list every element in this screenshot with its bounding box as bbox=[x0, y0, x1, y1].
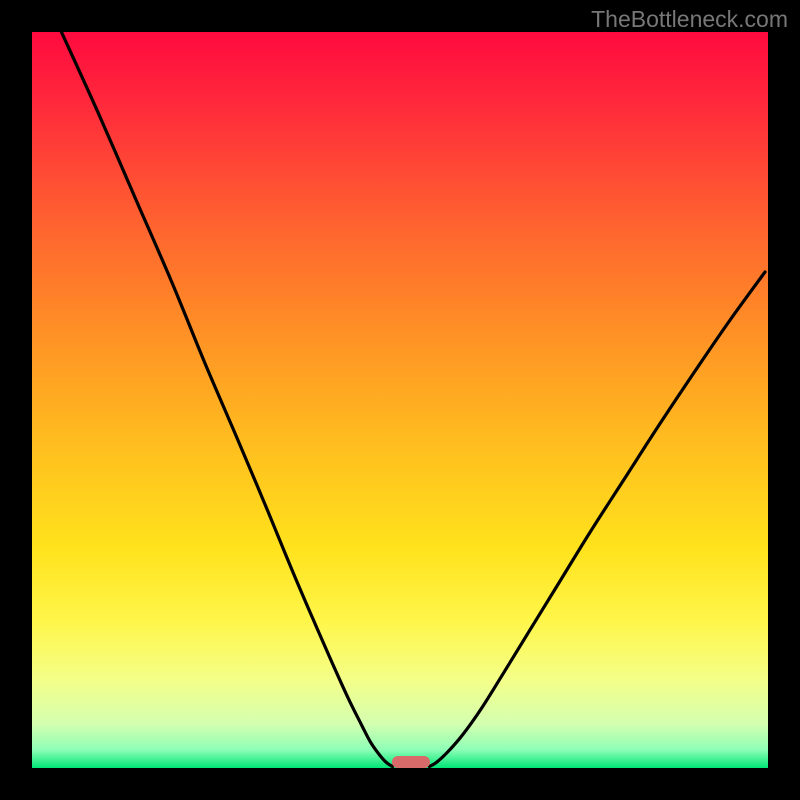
chart-background bbox=[32, 32, 768, 768]
optimum-marker bbox=[392, 756, 430, 768]
chart-svg bbox=[32, 32, 768, 768]
watermark-text: TheBottleneck.com bbox=[591, 6, 788, 33]
figure-container: TheBottleneck.com bbox=[0, 0, 800, 800]
plot-area bbox=[32, 32, 768, 768]
